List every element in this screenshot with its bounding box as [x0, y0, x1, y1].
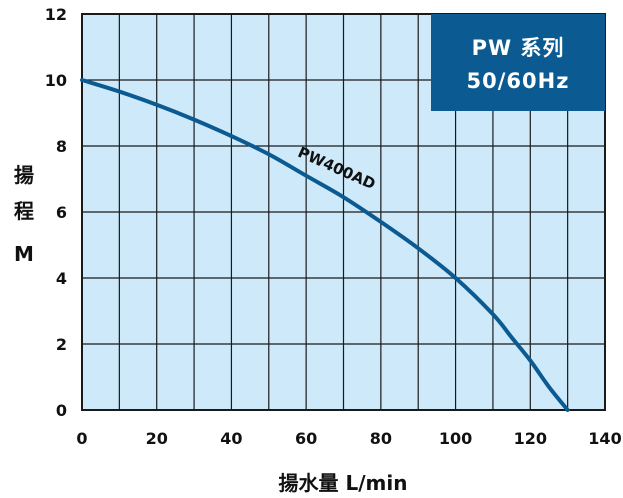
- legend-box-bg: [431, 14, 605, 111]
- y-axis-title-char-2: 程: [14, 199, 34, 223]
- x-axis-title: 揚水量 L/min: [279, 471, 408, 495]
- x-tick-labels: 0 20 40 60 80 100 120 140: [76, 429, 621, 448]
- x-tick-label: 20: [146, 429, 168, 448]
- y-tick-label: 4: [56, 269, 67, 288]
- legend-box: PW 系列 50/60Hz: [431, 14, 605, 111]
- legend-line-frequency: 50/60Hz: [467, 69, 570, 93]
- y-axis-title-char-1: 揚: [14, 163, 34, 187]
- x-tick-label: 140: [588, 429, 621, 448]
- y-axis-title-char-3: M: [14, 242, 34, 266]
- legend-line-series: PW 系列: [472, 36, 565, 60]
- grid-lines: [82, 14, 605, 410]
- x-tick-label: 0: [76, 429, 87, 448]
- y-tick-labels: 0 2 4 6 8 10 12: [45, 5, 67, 420]
- y-tick-label: 12: [45, 5, 67, 24]
- plot-frame: [81, 13, 606, 411]
- series-line-pw400ad: [80, 78, 570, 412]
- x-tick-label: 80: [370, 429, 392, 448]
- y-tick-label: 6: [56, 203, 67, 222]
- x-tick-label: 40: [220, 429, 242, 448]
- y-tick-label: 0: [56, 401, 67, 420]
- y-tick-label: 2: [56, 335, 67, 354]
- y-tick-label: 10: [45, 71, 67, 90]
- x-tick-label: 100: [439, 429, 472, 448]
- y-tick-label: 8: [56, 137, 67, 156]
- x-tick-label: 120: [514, 429, 547, 448]
- x-tick-label: 60: [295, 429, 317, 448]
